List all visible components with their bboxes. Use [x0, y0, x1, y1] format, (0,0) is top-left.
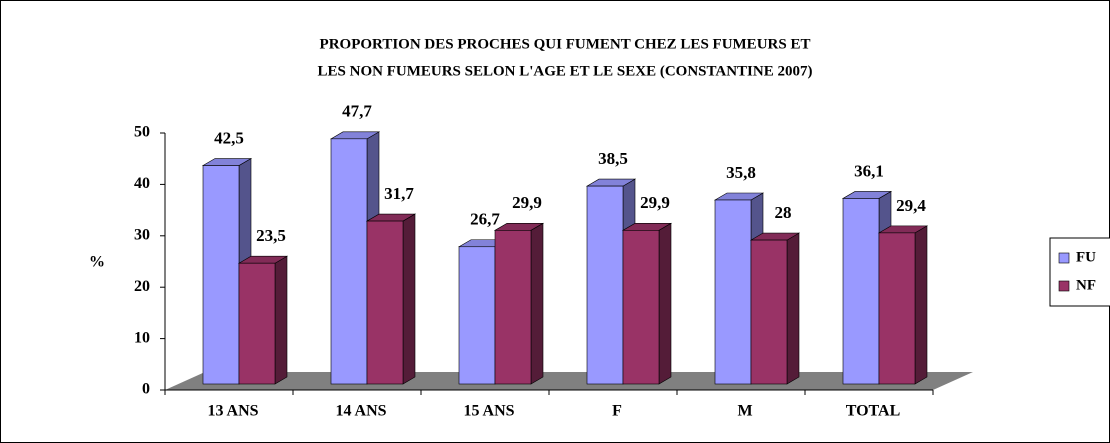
y-axis-label: % [89, 254, 105, 271]
x-tick-label: 14 ANS [335, 403, 386, 420]
legend-swatch [1058, 280, 1070, 292]
data-label: 36,1 [854, 161, 884, 180]
data-label: 26,7 [470, 210, 500, 229]
bar [330, 138, 368, 385]
legend-swatch [1058, 252, 1070, 264]
data-label: 28 [775, 203, 792, 222]
bar-side [658, 222, 672, 385]
data-label: 42,5 [214, 128, 244, 147]
bar [494, 230, 532, 385]
y-tick-label: 30 [134, 226, 150, 243]
x-tick-label: M [737, 403, 752, 420]
x-tick-label: F [612, 403, 622, 420]
bar [202, 165, 240, 385]
data-label: 38,5 [598, 149, 628, 168]
y-tick-label: 10 [134, 329, 150, 346]
y-tick-label: 0 [142, 381, 150, 398]
data-label: 31,7 [384, 184, 414, 203]
x-tick-label: 15 ANS [463, 403, 514, 420]
legend-label: FU [1076, 249, 1096, 265]
data-label: 29,9 [640, 193, 670, 212]
bar [842, 198, 880, 385]
bar [714, 199, 752, 385]
data-label: 47,7 [342, 102, 372, 121]
y-tick-label: 20 [134, 278, 150, 295]
x-tick-label: 13 ANS [207, 403, 258, 420]
bar [586, 185, 624, 385]
data-label: 29,9 [512, 193, 542, 212]
data-label: 23,5 [256, 226, 286, 245]
bar [238, 262, 276, 385]
bar-side [402, 213, 416, 385]
y-tick-label: 40 [134, 175, 150, 192]
bar-side [786, 232, 800, 385]
chart-title: LES NON FUMEURS SELON L'AGE ET LE SEXE (… [318, 63, 813, 79]
legend-box [1049, 237, 1110, 307]
chart-title: PROPORTION DES PROCHES QUI FUMENT CHEZ L… [320, 36, 811, 52]
bar [458, 246, 496, 385]
legend-label: NF [1076, 277, 1096, 293]
data-label: 35,8 [726, 163, 756, 182]
bar-side [530, 222, 544, 385]
y-tick-label: 50 [134, 124, 150, 141]
x-tick-label: TOTAL [846, 403, 901, 420]
bar [622, 230, 660, 385]
bar-side [274, 255, 288, 385]
bar [366, 220, 404, 385]
bar-side [914, 225, 928, 385]
bar [750, 239, 788, 385]
data-label: 29,4 [896, 196, 926, 215]
bar [878, 232, 916, 385]
